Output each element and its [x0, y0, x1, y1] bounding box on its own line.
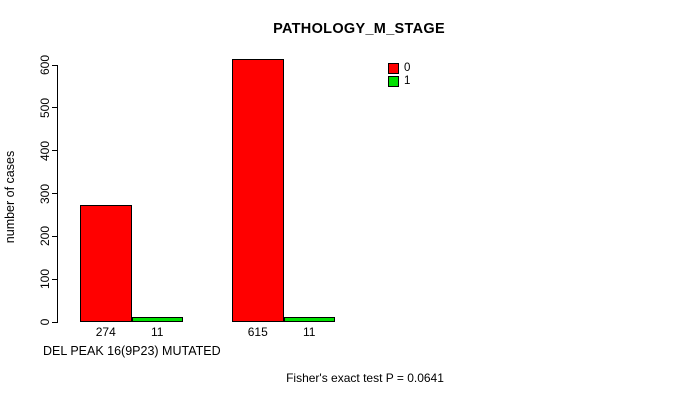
legend-item-1: 1 — [388, 75, 411, 87]
y-tick-label: 100 — [38, 269, 52, 290]
y-tick — [52, 235, 58, 237]
y-axis-line — [57, 65, 58, 323]
bar-series-0-group-2 — [232, 58, 284, 322]
legend-swatch-icon — [388, 76, 399, 87]
x-axis-label: DEL PEAK 16(9P23) MUTATED — [43, 344, 221, 358]
y-tick — [52, 321, 58, 323]
y-tick-label: 500 — [38, 97, 52, 118]
y-tick — [52, 64, 58, 66]
fisher-test-annotation: Fisher's exact test P = 0.0641 — [286, 371, 444, 385]
bar-series-1-group-1 — [131, 317, 183, 322]
y-axis-label: number of cases — [3, 150, 17, 244]
bar-value-label: 274 — [95, 325, 116, 339]
y-tick — [52, 107, 58, 109]
y-tick-label: 400 — [38, 140, 52, 161]
y-tick-label: 0 — [38, 318, 52, 326]
y-tick-label: 300 — [38, 183, 52, 204]
y-tick — [52, 150, 58, 152]
legend-label: 0 — [404, 62, 411, 74]
y-tick — [52, 193, 58, 194]
bar-value-label: 11 — [303, 325, 316, 339]
bar-series-0-group-1 — [80, 204, 132, 322]
y-tick-label: 200 — [38, 226, 52, 247]
chart-title: PATHOLOGY_M_STAGE — [273, 21, 445, 37]
y-tick — [52, 278, 58, 280]
bar-value-label: 11 — [151, 325, 164, 339]
y-tick-label: 600 — [38, 54, 52, 76]
bar-series-1-group-2 — [283, 317, 335, 322]
legend-label: 1 — [404, 75, 411, 87]
legend-item-0: 0 — [388, 62, 411, 74]
legend-swatch-icon — [388, 63, 399, 74]
bar-value-label: 615 — [247, 325, 268, 339]
